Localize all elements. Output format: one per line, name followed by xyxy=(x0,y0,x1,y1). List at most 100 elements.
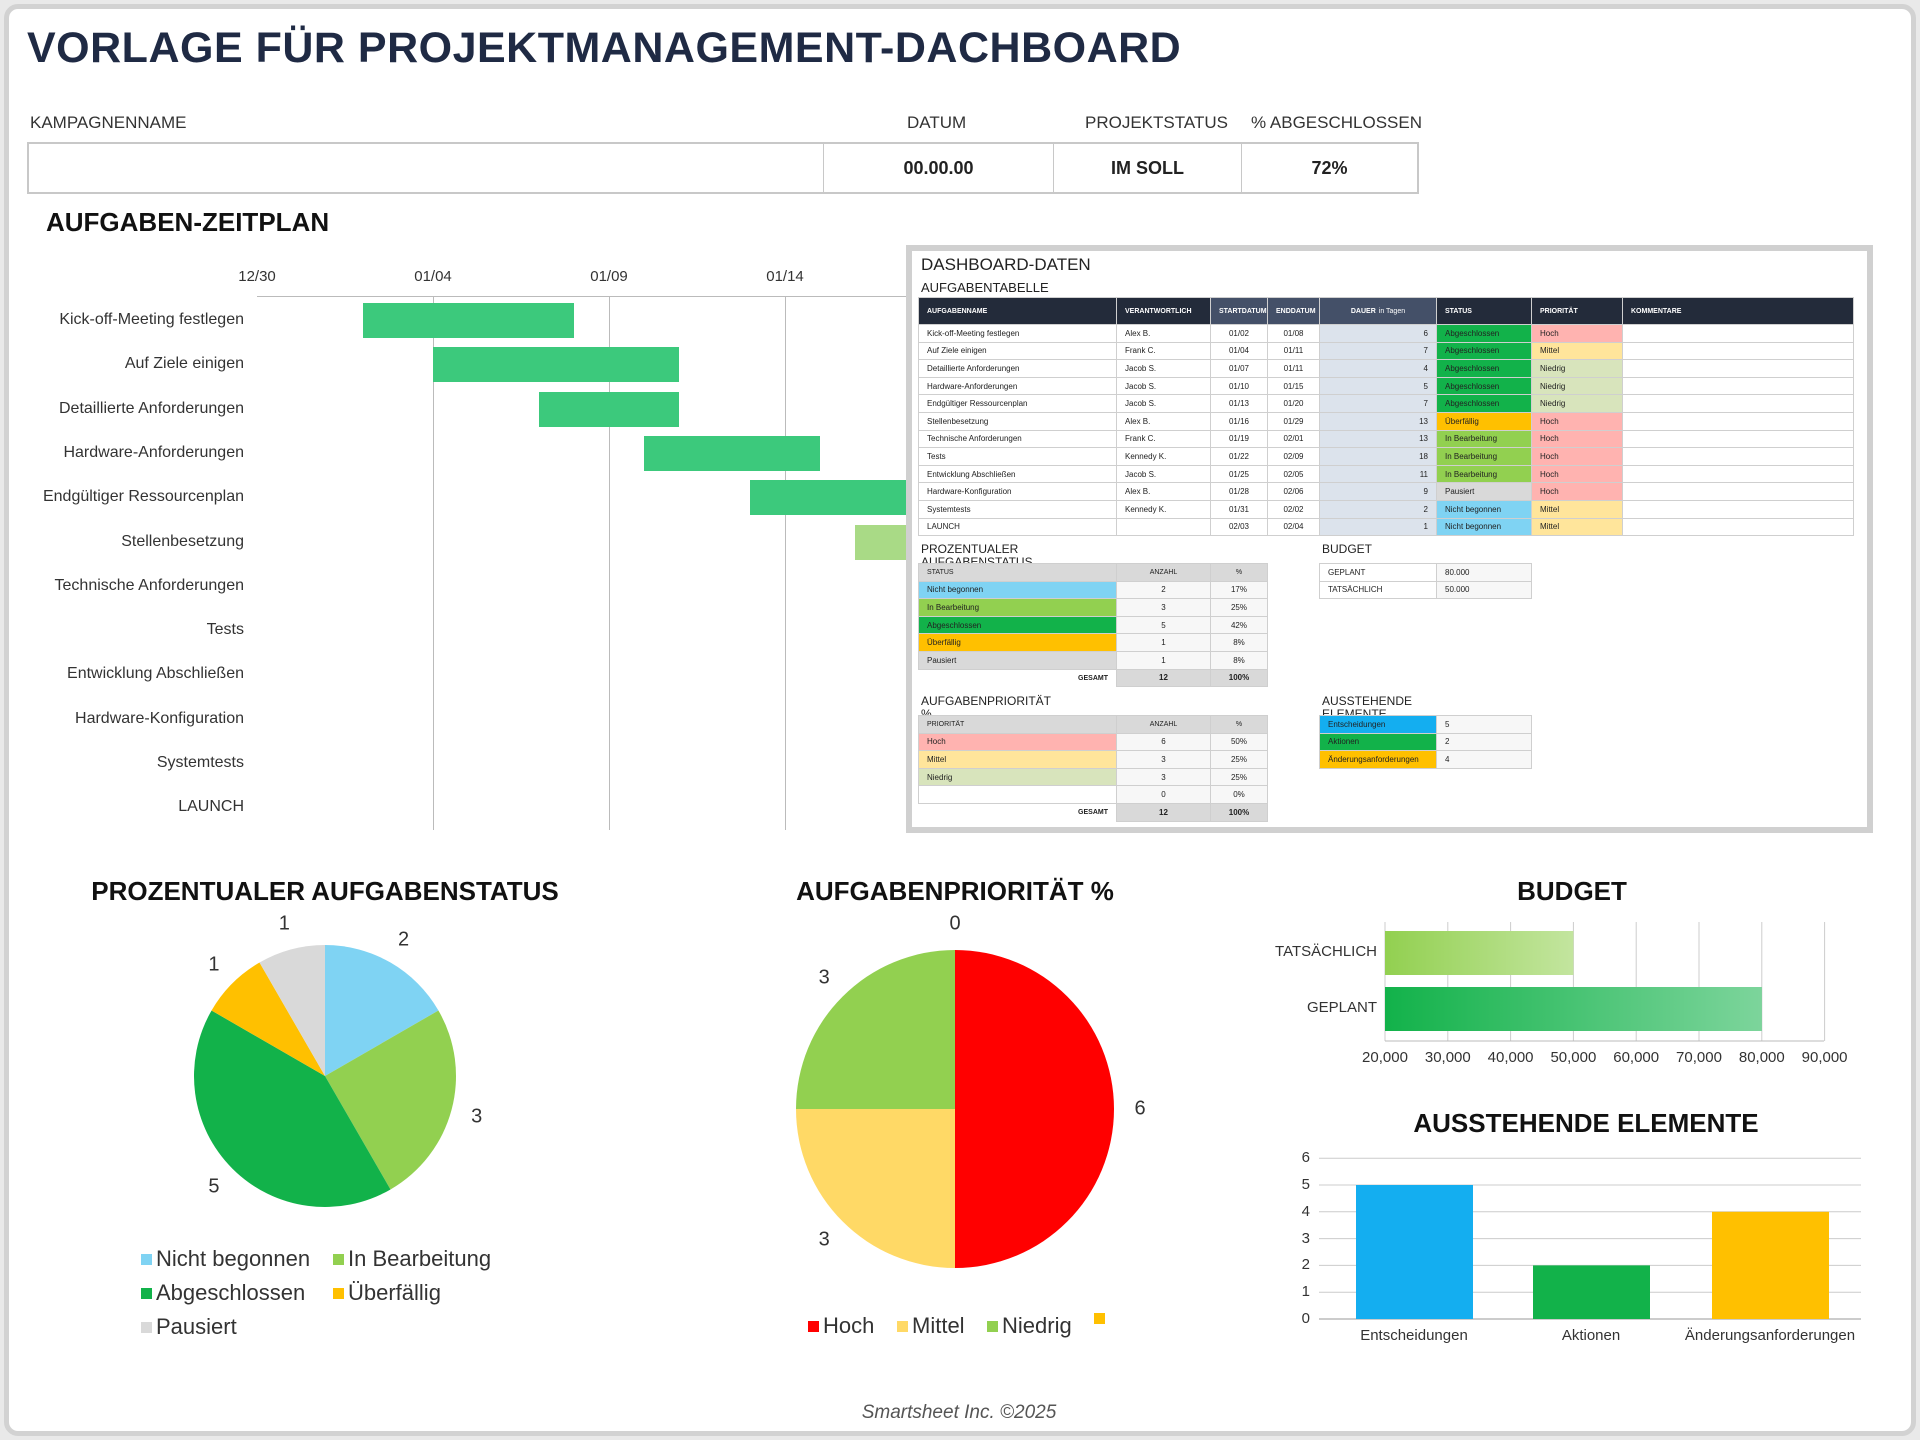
task-table-cell[interactable] xyxy=(1622,517,1854,537)
table-cell[interactable]: Abgeschlossen xyxy=(918,615,1117,635)
pie-slice[interactable] xyxy=(796,1109,955,1268)
task-table-cell[interactable]: Kick-off-Meeting festlegen xyxy=(918,324,1117,343)
gantt-bar[interactable] xyxy=(433,347,680,383)
table-cell[interactable]: Überfällig xyxy=(918,633,1117,652)
task-table-cell[interactable]: Frank C. xyxy=(1116,429,1211,449)
table-cell[interactable]: 1 xyxy=(1116,633,1211,652)
task-table-cell[interactable]: Hardware-Anforderungen xyxy=(918,376,1117,396)
task-table-cell[interactable]: Niedrig xyxy=(1531,376,1623,396)
task-table-cell[interactable] xyxy=(1116,517,1211,537)
table-cell[interactable]: 5 xyxy=(1436,715,1532,734)
task-table-cell[interactable]: Pausiert xyxy=(1436,482,1532,501)
legend-item[interactable]: Abgeschlossen xyxy=(141,1280,305,1306)
task-table-cell[interactable]: Mittel xyxy=(1531,341,1623,361)
pie-slice[interactable] xyxy=(259,945,326,1076)
task-table-cell[interactable]: 11 xyxy=(1319,464,1437,484)
task-table-cell[interactable]: Technische Anforderungen xyxy=(918,429,1117,449)
task-table-cell[interactable]: 02/01 xyxy=(1267,429,1320,449)
table-cell[interactable]: Aktionen xyxy=(1319,732,1437,752)
task-table-cell[interactable]: 13 xyxy=(1319,429,1437,449)
task-table-cell[interactable]: 01/02 xyxy=(1210,324,1268,343)
table-cell[interactable]: 3 xyxy=(1116,598,1211,617)
task-table-cell[interactable]: Alex B. xyxy=(1116,411,1211,431)
task-table-cell[interactable]: 01/31 xyxy=(1210,499,1268,519)
task-table-cell[interactable]: 02/09 xyxy=(1267,447,1320,466)
table-cell[interactable]: Mittel xyxy=(918,750,1117,769)
task-table-cell[interactable]: Alex B. xyxy=(1116,482,1211,501)
table-cell[interactable]: 8% xyxy=(1210,633,1268,652)
task-table-cell[interactable]: In Bearbeitung xyxy=(1436,447,1532,466)
task-table-cell[interactable] xyxy=(1622,359,1854,378)
table-cell[interactable]: 0% xyxy=(1210,785,1268,804)
task-table-cell[interactable]: 02/06 xyxy=(1267,482,1320,501)
task-table-cell[interactable]: 01/19 xyxy=(1210,429,1268,449)
task-table-cell[interactable]: Entwicklung Abschließen xyxy=(918,464,1117,484)
table-cell[interactable]: 25% xyxy=(1210,767,1268,787)
task-table-cell[interactable]: Tests xyxy=(918,447,1117,466)
gantt-bar[interactable] xyxy=(538,391,680,427)
task-table-cell[interactable]: 01/13 xyxy=(1210,394,1268,413)
gantt-bar[interactable] xyxy=(644,435,821,471)
table-cell[interactable]: Nicht begonnen xyxy=(918,580,1117,600)
table-cell[interactable]: 80.000 xyxy=(1436,563,1532,582)
table-cell[interactable]: 25% xyxy=(1210,750,1268,769)
task-table-cell[interactable]: Hoch xyxy=(1531,482,1623,501)
task-table-cell[interactable]: 01/11 xyxy=(1267,359,1320,378)
pie-slice[interactable] xyxy=(193,1010,391,1208)
task-table-cell[interactable]: Kennedy K. xyxy=(1116,499,1211,519)
table-cell[interactable]: Niedrig xyxy=(918,767,1117,787)
task-table-cell[interactable]: Abgeschlossen xyxy=(1436,359,1532,378)
task-table-cell[interactable]: 18 xyxy=(1319,447,1437,466)
date-field[interactable]: 00.00.00 xyxy=(824,144,1054,192)
task-table-cell[interactable]: Alex B. xyxy=(1116,324,1211,343)
task-table-cell[interactable]: Hoch xyxy=(1531,411,1623,431)
legend-item[interactable]: Mittel xyxy=(897,1313,965,1339)
task-table-cell[interactable]: Abgeschlossen xyxy=(1436,376,1532,396)
table-cell[interactable]: 17% xyxy=(1210,580,1268,600)
task-table-cell[interactable] xyxy=(1622,499,1854,519)
task-table-cell[interactable]: 5 xyxy=(1319,376,1437,396)
table-cell[interactable]: Hoch xyxy=(918,732,1117,752)
table-cell[interactable]: Pausiert xyxy=(918,650,1117,670)
pie-slice[interactable] xyxy=(325,1010,457,1190)
task-table-cell[interactable] xyxy=(1622,429,1854,449)
task-table-cell[interactable]: 01/04 xyxy=(1210,341,1268,361)
table-cell[interactable]: 1 xyxy=(1116,650,1211,670)
task-table-cell[interactable]: 01/22 xyxy=(1210,447,1268,466)
project-status-field[interactable]: IM SOLL xyxy=(1054,144,1242,192)
gantt-bar[interactable] xyxy=(362,303,574,338)
task-table-cell[interactable]: 2 xyxy=(1319,499,1437,519)
pending-bar[interactable] xyxy=(1356,1185,1473,1319)
pct-complete-field[interactable]: 72% xyxy=(1311,157,1348,178)
task-table-cell[interactable]: Nicht begonnen xyxy=(1436,517,1532,537)
task-table-cell[interactable]: LAUNCH xyxy=(918,517,1117,537)
legend-item[interactable]: Nicht begonnen xyxy=(141,1246,310,1272)
table-cell[interactable]: 3 xyxy=(1116,750,1211,769)
task-table-cell[interactable]: 7 xyxy=(1319,394,1437,413)
table-cell[interactable] xyxy=(918,785,1117,804)
task-table-cell[interactable]: 01/07 xyxy=(1210,359,1268,378)
legend-item[interactable]: Überfällig xyxy=(333,1280,441,1306)
pie-slice[interactable] xyxy=(796,950,955,1109)
task-table-cell[interactable]: Endgültiger Ressourcenplan xyxy=(918,394,1117,413)
legend-item[interactable]: Pausiert xyxy=(141,1314,237,1340)
pie-slice[interactable] xyxy=(211,962,325,1076)
task-table-cell[interactable] xyxy=(1622,324,1854,343)
task-table-cell[interactable] xyxy=(1622,376,1854,396)
task-table-cell[interactable]: 01/29 xyxy=(1267,411,1320,431)
task-table-cell[interactable]: In Bearbeitung xyxy=(1436,464,1532,484)
table-cell[interactable]: 3 xyxy=(1116,767,1211,787)
campaign-name-field[interactable] xyxy=(29,144,824,192)
table-cell[interactable]: 50.000 xyxy=(1436,580,1532,600)
task-table-cell[interactable]: 9 xyxy=(1319,482,1437,501)
task-table-cell[interactable] xyxy=(1622,411,1854,431)
table-cell[interactable]: 6 xyxy=(1116,732,1211,752)
task-table-cell[interactable]: Mittel xyxy=(1531,517,1623,537)
task-table-cell[interactable]: Hoch xyxy=(1531,324,1623,343)
table-cell[interactable]: 2 xyxy=(1436,732,1532,752)
table-cell[interactable]: Änderungsanforderungen xyxy=(1319,750,1437,769)
task-table-cell[interactable]: 02/03 xyxy=(1210,517,1268,537)
table-cell[interactable]: 0 xyxy=(1116,785,1211,804)
legend-item[interactable]: Niedrig xyxy=(987,1313,1072,1339)
task-table-cell[interactable]: 02/02 xyxy=(1267,499,1320,519)
